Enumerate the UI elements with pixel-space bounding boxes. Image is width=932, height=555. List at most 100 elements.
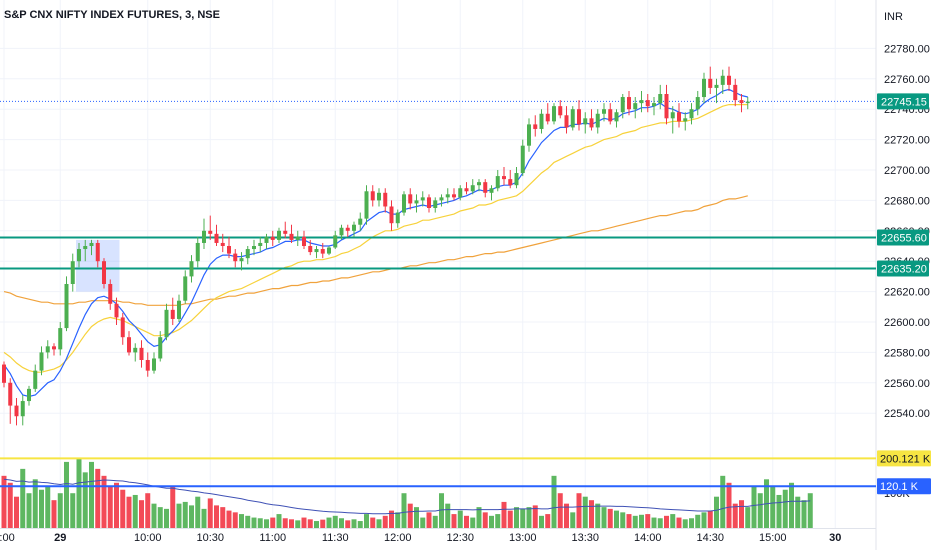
candle-body[interactable] <box>577 109 581 125</box>
candle-body[interactable] <box>14 405 19 417</box>
candle-body[interactable] <box>445 194 450 198</box>
candle-body[interactable] <box>414 200 419 204</box>
candle-body[interactable] <box>127 337 131 353</box>
candle-body[interactable] <box>702 78 706 98</box>
candle-body[interactable] <box>539 113 544 129</box>
candle-body[interactable] <box>508 179 513 186</box>
candle-body[interactable] <box>608 109 613 122</box>
candle-body[interactable] <box>33 370 38 389</box>
currency-label[interactable]: INR <box>884 11 903 23</box>
candle-body[interactable] <box>714 84 719 88</box>
candle-body[interactable] <box>345 227 350 231</box>
candle-body[interactable] <box>520 145 525 174</box>
candle-body[interactable] <box>45 346 50 353</box>
candle-body[interactable] <box>320 249 325 254</box>
candle-body[interactable] <box>652 103 656 107</box>
candle-body[interactable] <box>270 236 275 240</box>
candle-body[interactable] <box>745 101 750 104</box>
candle-body[interactable] <box>533 124 538 129</box>
candle-body[interactable] <box>558 106 563 116</box>
candle-body[interactable] <box>358 218 363 225</box>
time-axis[interactable]: 5:00 29 10:00 10:30 11:00 11:30 12:00 12:30 13:0… <box>0 532 841 544</box>
candle-body[interactable] <box>20 401 25 417</box>
candle-body[interactable] <box>377 192 381 201</box>
candle-body[interactable] <box>145 360 150 371</box>
candle-body[interactable] <box>158 337 163 359</box>
candle-body[interactable] <box>214 233 219 243</box>
candle-body[interactable] <box>677 112 681 122</box>
candle-body[interactable] <box>670 112 675 119</box>
candle-body[interactable] <box>152 358 156 371</box>
candle-body[interactable] <box>495 176 500 189</box>
candle-body[interactable] <box>383 192 388 207</box>
candle-body[interactable] <box>483 182 488 193</box>
candle-body[interactable] <box>102 261 106 284</box>
candle-body[interactable] <box>733 84 738 101</box>
candle-body[interactable] <box>2 364 6 383</box>
candle-body[interactable] <box>233 253 238 262</box>
candle-body[interactable] <box>564 115 569 128</box>
candle-body[interactable] <box>70 261 75 284</box>
candle-body[interactable] <box>64 284 69 329</box>
candle-body[interactable] <box>220 242 225 246</box>
candle-body[interactable] <box>202 230 206 243</box>
candle-body[interactable] <box>245 249 250 259</box>
candle-body[interactable] <box>589 118 594 128</box>
candle-body[interactable] <box>502 176 506 180</box>
candle-body[interactable] <box>352 224 356 231</box>
candle-body[interactable] <box>439 197 444 201</box>
candle-body[interactable] <box>639 100 644 104</box>
candle-body[interactable] <box>314 249 319 253</box>
candle-body[interactable] <box>114 303 119 318</box>
candle-body[interactable] <box>420 197 425 201</box>
candle-body[interactable] <box>189 261 194 277</box>
candle-body[interactable] <box>689 109 694 119</box>
candle-body[interactable] <box>402 194 406 213</box>
candle-body[interactable] <box>570 109 575 128</box>
candle-body[interactable] <box>295 236 300 240</box>
candle-body[interactable] <box>133 347 138 353</box>
candle-body[interactable] <box>427 197 431 208</box>
candle-body[interactable] <box>239 258 244 262</box>
candle-body[interactable] <box>95 242 100 262</box>
candle-body[interactable] <box>89 242 94 246</box>
candle-body[interactable] <box>545 113 550 122</box>
candle-body[interactable] <box>683 118 688 122</box>
candle-body[interactable] <box>277 230 281 240</box>
candle-body[interactable] <box>470 185 475 192</box>
candle-body[interactable] <box>602 109 606 114</box>
candle-body[interactable] <box>527 124 531 146</box>
candle-body[interactable] <box>583 118 588 125</box>
candle-body[interactable] <box>327 247 331 254</box>
candle-body[interactable] <box>408 194 413 204</box>
candle-body[interactable] <box>664 94 669 119</box>
candle-body[interactable] <box>302 236 306 246</box>
candle-body[interactable] <box>333 235 338 248</box>
candle-body[interactable] <box>452 194 456 198</box>
candle-body[interactable] <box>8 382 13 406</box>
candle-body[interactable] <box>395 212 400 224</box>
candle-body[interactable] <box>370 191 375 201</box>
candle-body[interactable] <box>633 103 638 110</box>
candle-body[interactable] <box>720 75 725 85</box>
candle-body[interactable] <box>139 347 144 360</box>
candle-body[interactable] <box>514 173 519 186</box>
candle-body[interactable] <box>464 188 469 192</box>
candle-body[interactable] <box>308 246 313 253</box>
candle-body[interactable] <box>620 97 625 113</box>
candles[interactable] <box>2 66 750 426</box>
candle-body[interactable] <box>108 284 113 304</box>
candle-body[interactable] <box>195 242 200 262</box>
candle-body[interactable] <box>39 352 44 371</box>
candle-body[interactable] <box>258 242 263 246</box>
candle-body[interactable] <box>458 188 463 198</box>
candle-body[interactable] <box>433 200 438 208</box>
candle-body[interactable] <box>177 300 181 319</box>
candle-body[interactable] <box>595 113 600 128</box>
candle-body[interactable] <box>695 97 700 110</box>
candle-body[interactable] <box>389 206 394 224</box>
candle-body[interactable] <box>339 227 344 236</box>
candle-body[interactable] <box>658 94 663 104</box>
